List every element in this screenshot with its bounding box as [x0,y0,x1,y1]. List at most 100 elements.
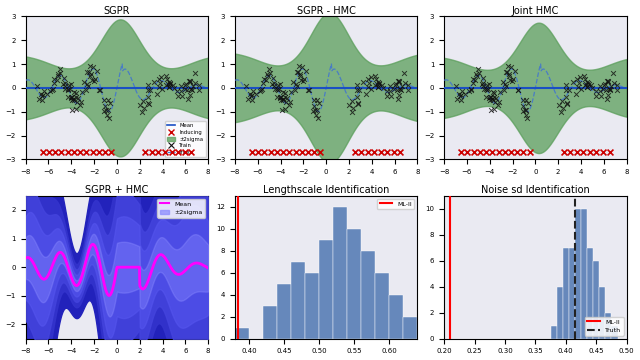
Point [363,76,373,82]
Bar [581,209,587,339]
Point [276,94,287,100]
Point [303,87,314,93]
Point [478,84,488,89]
Point [518,149,529,155]
Point [143,100,154,106]
Point [180,87,190,93]
Point [266,149,276,155]
Point [278,149,288,155]
Point [157,86,167,91]
Point [604,86,614,92]
Bar [611,326,618,339]
Bar [563,248,569,339]
Point [310,107,321,113]
Point [452,96,463,102]
Point [579,82,589,88]
Point [241,84,252,89]
Point [154,76,164,82]
Point [81,149,92,155]
Point [182,87,193,93]
Point [374,81,385,87]
Point [63,149,73,155]
Point [358,79,369,85]
Point [65,81,76,87]
Point [65,86,75,92]
Point [83,69,93,75]
Point [164,80,174,85]
Point [102,107,113,112]
Point [184,93,195,98]
Point [579,73,589,78]
Point [269,86,280,91]
Point [75,149,85,155]
Point [179,149,189,155]
Point [504,73,514,78]
Point [486,107,496,113]
Point [372,84,383,90]
Bar [389,295,403,339]
Point [291,149,301,155]
Point [88,64,98,70]
Point [273,82,283,88]
Point [466,86,476,92]
Point [69,89,79,94]
Point [264,66,275,72]
Point [52,77,62,82]
Point [370,82,380,88]
Point [281,99,291,105]
Point [612,87,622,93]
Point [352,94,362,100]
Point [499,87,509,93]
Point [176,88,186,94]
Point [385,83,396,89]
Point [188,84,198,89]
Point [390,82,400,88]
Point [285,99,295,105]
Point [349,149,360,155]
Point [143,87,153,93]
Point [168,85,179,91]
Bar [375,273,389,339]
Point [60,80,70,86]
Point [67,94,77,100]
Point [388,149,399,155]
Point [284,149,294,155]
Title: Joint HMC: Joint HMC [511,5,559,15]
Point [291,81,301,87]
Point [562,100,572,106]
Point [513,87,523,93]
Legend: ML-II, Truth: ML-II, Truth [585,317,623,336]
Point [601,87,611,93]
Point [292,83,302,89]
Point [522,115,532,121]
Point [487,149,497,155]
Point [356,149,366,155]
Point [506,149,516,155]
Point [194,82,204,88]
Point [599,82,609,88]
Point [66,95,76,100]
Point [366,86,376,91]
Point [373,84,383,90]
Point [603,93,613,98]
Point [77,90,87,95]
Point [494,99,504,105]
Point [582,84,592,90]
Point [484,95,495,100]
Point [392,96,403,102]
Point [56,149,67,155]
Point [364,84,374,89]
Point [575,74,585,80]
Point [79,79,89,85]
Point [258,80,268,86]
Point [363,149,373,155]
Point [474,70,484,76]
Point [518,108,528,114]
Point [99,108,109,114]
Title: SGPR: SGPR [104,5,130,15]
Point [187,87,197,93]
Point [186,86,196,92]
Point [37,93,47,99]
Point [81,81,92,87]
Point [173,93,183,99]
